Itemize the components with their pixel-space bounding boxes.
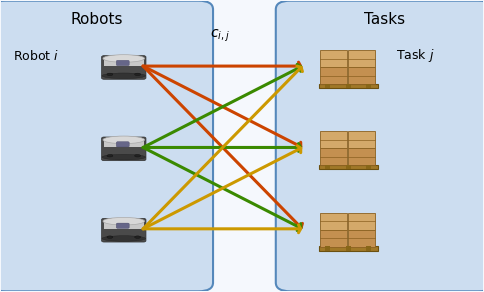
Text: Robots: Robots — [71, 12, 123, 27]
FancyBboxPatch shape — [102, 218, 146, 242]
FancyBboxPatch shape — [325, 165, 330, 169]
FancyBboxPatch shape — [319, 84, 378, 88]
Bar — [320, 50, 347, 67]
Ellipse shape — [107, 73, 113, 76]
Ellipse shape — [135, 236, 140, 238]
Ellipse shape — [103, 136, 145, 144]
Ellipse shape — [103, 55, 145, 62]
Bar — [348, 230, 375, 247]
FancyBboxPatch shape — [346, 246, 350, 251]
Bar — [320, 131, 347, 148]
Text: Robot $i$: Robot $i$ — [13, 49, 59, 63]
Bar — [320, 148, 347, 165]
FancyBboxPatch shape — [102, 56, 146, 79]
Ellipse shape — [107, 154, 113, 157]
FancyBboxPatch shape — [104, 222, 144, 229]
FancyBboxPatch shape — [116, 142, 129, 147]
FancyBboxPatch shape — [366, 246, 371, 251]
Bar — [320, 213, 347, 230]
FancyBboxPatch shape — [366, 84, 371, 88]
Bar — [348, 131, 375, 148]
Text: Task $j$: Task $j$ — [396, 47, 435, 65]
FancyBboxPatch shape — [325, 84, 330, 88]
FancyBboxPatch shape — [346, 165, 350, 169]
Bar — [320, 230, 347, 247]
FancyBboxPatch shape — [104, 141, 144, 147]
Ellipse shape — [102, 73, 146, 79]
FancyBboxPatch shape — [116, 60, 129, 66]
FancyBboxPatch shape — [0, 1, 213, 291]
Ellipse shape — [135, 73, 140, 76]
FancyBboxPatch shape — [319, 165, 378, 169]
FancyBboxPatch shape — [116, 223, 129, 228]
FancyBboxPatch shape — [104, 60, 144, 66]
Bar — [320, 67, 347, 84]
FancyBboxPatch shape — [102, 137, 146, 161]
Ellipse shape — [107, 236, 113, 238]
Ellipse shape — [135, 154, 140, 157]
FancyBboxPatch shape — [346, 84, 350, 88]
FancyBboxPatch shape — [319, 246, 378, 251]
Bar — [348, 148, 375, 165]
Bar — [348, 213, 375, 230]
Ellipse shape — [102, 154, 146, 160]
Ellipse shape — [103, 218, 145, 225]
Ellipse shape — [102, 236, 146, 241]
Text: $c_{i,j}$: $c_{i,j}$ — [210, 27, 230, 44]
Bar — [348, 50, 375, 67]
FancyBboxPatch shape — [366, 165, 371, 169]
FancyBboxPatch shape — [276, 1, 484, 291]
Text: Tasks: Tasks — [364, 12, 405, 27]
FancyBboxPatch shape — [325, 246, 330, 251]
Bar — [348, 67, 375, 84]
